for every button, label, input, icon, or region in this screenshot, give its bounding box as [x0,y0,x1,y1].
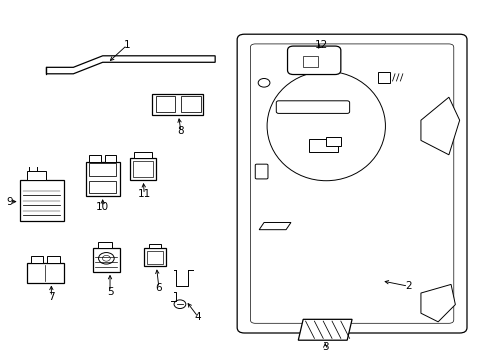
Bar [89,163,116,176]
Polygon shape [298,319,351,340]
Bar [149,244,161,248]
Text: 4: 4 [194,312,201,322]
Bar [181,96,201,112]
Text: 1: 1 [123,40,130,50]
Bar [85,162,120,196]
Text: 5: 5 [106,287,113,297]
Bar [20,180,63,221]
Text: 11: 11 [137,189,151,199]
Text: 3: 3 [321,342,328,352]
Bar [98,242,112,248]
Bar [89,155,101,162]
Text: 10: 10 [96,202,109,212]
Polygon shape [420,284,454,322]
Bar [27,263,63,283]
Polygon shape [46,56,215,74]
Text: 12: 12 [314,40,328,50]
Bar [151,94,203,115]
Text: 8: 8 [177,126,184,136]
FancyBboxPatch shape [276,101,349,113]
Bar [27,171,46,180]
Polygon shape [259,222,290,230]
Ellipse shape [266,71,385,181]
Bar [147,251,163,264]
Text: 6: 6 [155,283,162,293]
Bar [133,161,153,177]
FancyBboxPatch shape [255,164,267,179]
Text: 9: 9 [6,197,13,207]
Bar [47,256,60,263]
Bar [303,56,317,67]
Text: 2: 2 [404,281,411,291]
Bar [104,155,116,162]
Bar [144,248,166,266]
Bar [134,152,151,158]
FancyBboxPatch shape [287,46,340,75]
Text: 7: 7 [48,292,55,302]
Bar [155,96,175,112]
Bar [308,139,338,152]
Bar [31,256,43,263]
FancyBboxPatch shape [250,44,453,323]
FancyBboxPatch shape [237,34,466,333]
Bar [325,137,340,146]
Bar [89,180,116,193]
Polygon shape [420,97,459,155]
Bar [129,158,156,180]
Bar [93,248,120,272]
Bar [377,72,389,83]
